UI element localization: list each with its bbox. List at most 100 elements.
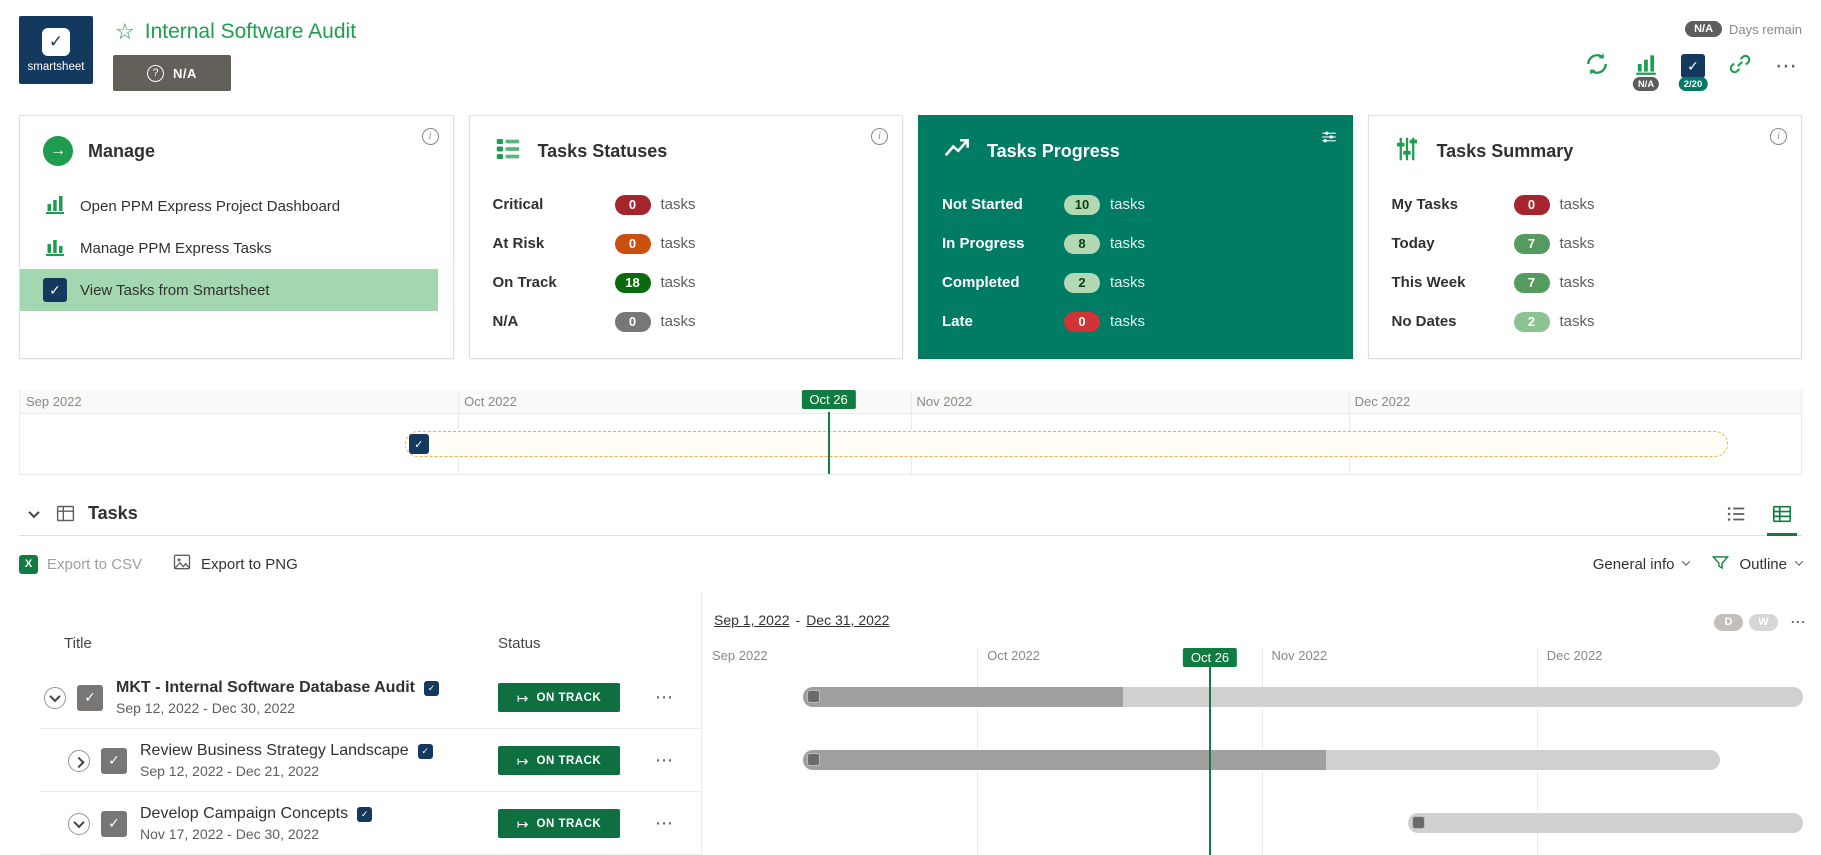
gantt-date-range: Sep 1, 2022 - Dec 31, 2022 bbox=[714, 612, 889, 628]
export-png-label: Export to PNG bbox=[201, 555, 298, 573]
outline-filter-dropdown[interactable]: Outline bbox=[1711, 553, 1804, 576]
progress-row-in-progress: In Progress 8 tasks bbox=[942, 233, 1146, 254]
status-on-track-button[interactable]: ↦ ON TRACK bbox=[498, 746, 620, 775]
summary-row-no-dates: No Dates 2 tasks bbox=[1391, 311, 1595, 332]
status-on-track-button[interactable]: ↦ ON TRACK bbox=[498, 683, 620, 712]
gantt-bar[interactable] bbox=[1408, 813, 1804, 833]
smartsheet-icon: ✓ bbox=[43, 278, 67, 302]
chevron-down-icon bbox=[1794, 556, 1804, 566]
zoom-day-button[interactable]: D bbox=[1714, 613, 1743, 631]
task-dates: Sep 12, 2022 - Dec 30, 2022 bbox=[116, 700, 296, 716]
chevron-down-icon bbox=[73, 816, 85, 828]
task-dates: Nov 17, 2022 - Dec 30, 2022 bbox=[140, 826, 320, 842]
range-end-link[interactable]: Dec 31, 2022 bbox=[806, 612, 890, 628]
zoom-week-button[interactable]: W bbox=[1749, 613, 1778, 631]
task-row[interactable]: ✓ Develop Campaign Concepts ✓ Nov 17, 20… bbox=[0, 792, 701, 855]
link-button[interactable] bbox=[1727, 51, 1753, 81]
column-header-status: Status bbox=[498, 635, 541, 652]
project-dashboard-button[interactable]: N/A bbox=[1632, 51, 1660, 91]
status-row-on-track: On Track 18 tasks bbox=[492, 272, 696, 293]
tasks-table-icon bbox=[55, 503, 76, 524]
task-type-icon: ✓ bbox=[77, 684, 103, 711]
gantt-bar-handle[interactable] bbox=[1412, 816, 1426, 829]
more-options-button[interactable]: ⋯ bbox=[1775, 51, 1798, 81]
progress-row-completed: Completed 2 tasks bbox=[942, 272, 1146, 293]
range-start-link[interactable]: Sep 1, 2022 bbox=[714, 612, 790, 628]
project-summary-bar[interactable]: ✓ bbox=[404, 431, 1728, 457]
card-title: Tasks Progress bbox=[987, 140, 1120, 161]
tasks-grid: Title Status ✓ MKT - Internal Software D… bbox=[0, 592, 1821, 855]
health-status-button[interactable]: ? N/A bbox=[113, 55, 231, 91]
info-icon[interactable]: i bbox=[421, 128, 439, 145]
gantt-menu-button[interactable]: ⋯ bbox=[1790, 614, 1807, 631]
general-info-dropdown[interactable]: General info bbox=[1593, 556, 1691, 573]
gantt-bar-handle[interactable] bbox=[806, 690, 820, 703]
expand-collapse-button[interactable] bbox=[68, 812, 90, 835]
manage-ppm-tasks-link[interactable]: Manage PPM Express Tasks bbox=[20, 227, 438, 269]
gantt-bar[interactable] bbox=[802, 687, 1804, 707]
month-label: Nov 2022 bbox=[1271, 648, 1328, 663]
card-title: Manage bbox=[88, 140, 156, 161]
summary-row-this-week: This Week 7 tasks bbox=[1391, 272, 1595, 293]
row-menu-button[interactable]: ⋯ bbox=[655, 687, 674, 707]
export-csv-label: Export to CSV bbox=[47, 555, 143, 573]
gantt-row bbox=[702, 792, 1821, 855]
summary-row-my-tasks: My Tasks 0 tasks bbox=[1391, 194, 1595, 215]
gantt-bar[interactable] bbox=[802, 750, 1721, 770]
gantt-view-button[interactable] bbox=[1762, 492, 1802, 536]
smartsheet-icon: ✓ bbox=[1681, 54, 1705, 78]
tasks-progress-card: Tasks Progress Not Started 10 tasks In P… bbox=[918, 115, 1353, 359]
gantt-bar-handle[interactable] bbox=[806, 753, 820, 766]
tasks-summary-card: i Tasks Summary My Tasks 0 tasks Today 7… bbox=[1367, 115, 1802, 359]
count-badge: 0 bbox=[1064, 311, 1100, 332]
on-track-arrow-icon: ↦ bbox=[516, 815, 529, 832]
list-view-button[interactable] bbox=[1716, 492, 1756, 535]
gantt-panel: Sep 1, 2022 - Dec 31, 2022 D W ⋯ Sep 202… bbox=[701, 592, 1821, 855]
days-remain-badge: N/A bbox=[1685, 21, 1723, 37]
column-header-title: Title bbox=[64, 635, 92, 652]
month-label: Sep 2022 bbox=[712, 648, 768, 663]
smartsheet-bar-icon: ✓ bbox=[408, 434, 429, 454]
info-icon[interactable]: i bbox=[871, 128, 888, 145]
gantt-bar-progress bbox=[802, 687, 1123, 707]
smartsheet-logo[interactable]: ✓ smartsheet bbox=[19, 16, 93, 84]
today-date-badge: Oct 26 bbox=[1182, 648, 1238, 667]
task-type-icon: ✓ bbox=[101, 810, 127, 837]
tasks-statuses-card: i Tasks Statuses Critical 0 tasks At Ris… bbox=[468, 115, 903, 359]
row-menu-button[interactable]: ⋯ bbox=[655, 750, 674, 770]
status-on-track-button[interactable]: ↦ ON TRACK bbox=[498, 809, 620, 838]
today-line bbox=[827, 412, 830, 474]
export-png-button[interactable]: Export to PNG bbox=[172, 552, 298, 576]
on-track-arrow-icon: ↦ bbox=[516, 752, 529, 769]
collapse-tasks-button[interactable] bbox=[19, 506, 49, 518]
progress-row-not-started: Not Started 10 tasks bbox=[942, 194, 1146, 215]
expand-collapse-button[interactable] bbox=[44, 686, 66, 709]
refresh-button[interactable] bbox=[1583, 51, 1611, 81]
open-project-dashboard-link[interactable]: Open PPM Express Project Dashboard bbox=[20, 185, 438, 227]
days-remain-label: Days remain bbox=[1729, 21, 1802, 37]
export-csv-button[interactable]: X Export to CSV bbox=[19, 554, 143, 574]
smartsheet-tasks-button[interactable]: ✓ 2/20 bbox=[1678, 51, 1708, 91]
gantt-row bbox=[702, 729, 1821, 792]
manage-item-label: View Tasks from Smartsheet bbox=[80, 281, 270, 299]
info-icon[interactable]: i bbox=[1770, 128, 1787, 145]
help-icon: ? bbox=[147, 64, 165, 82]
progress-row-late: Late 0 tasks bbox=[942, 311, 1146, 332]
chevron-down-icon bbox=[49, 690, 61, 702]
task-row[interactable]: ✓ Review Business Strategy Landscape ✓ S… bbox=[0, 729, 701, 792]
page-title: Internal Software Audit bbox=[144, 20, 357, 43]
row-menu-button[interactable]: ⋯ bbox=[655, 813, 674, 833]
status-row-at-risk: At Risk 0 tasks bbox=[492, 233, 696, 254]
today-date-badge: Oct 26 bbox=[801, 390, 856, 409]
link-icon bbox=[1727, 51, 1753, 82]
month-label: Dec 2022 bbox=[1546, 648, 1603, 663]
widget-settings-icon[interactable] bbox=[1320, 128, 1338, 151]
count-badge: 2 bbox=[1513, 311, 1550, 332]
chevron-right-icon bbox=[73, 756, 85, 768]
favorite-star-icon[interactable]: ☆ bbox=[115, 19, 135, 44]
count-badge: 2 bbox=[1064, 272, 1100, 293]
expand-collapse-button[interactable] bbox=[68, 749, 90, 772]
view-tasks-smartsheet-link[interactable]: ✓ View Tasks from Smartsheet bbox=[20, 269, 438, 311]
task-type-icon: ✓ bbox=[101, 747, 127, 774]
task-row[interactable]: ✓ MKT - Internal Software Database Audit… bbox=[0, 666, 701, 729]
